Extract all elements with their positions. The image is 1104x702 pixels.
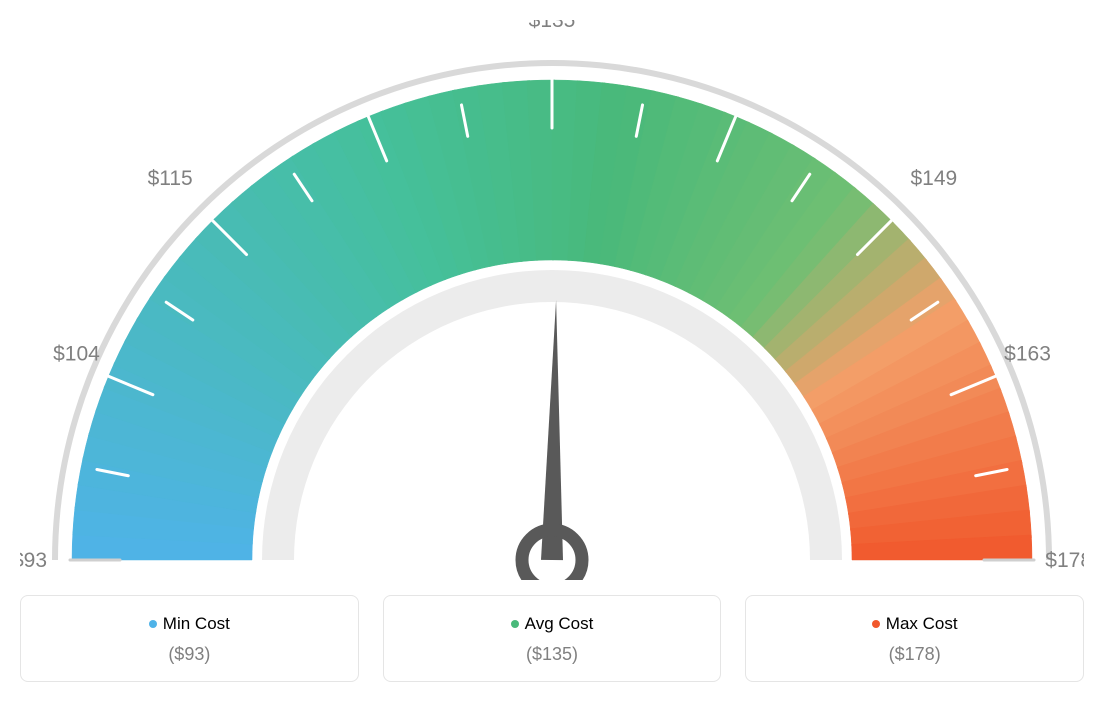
legend-value-avg: ($135) (394, 644, 711, 665)
legend-label: Max Cost (886, 614, 958, 633)
svg-text:$104: $104 (53, 342, 100, 365)
legend-card-min: Min Cost ($93) (20, 595, 359, 682)
legend-card-max: Max Cost ($178) (745, 595, 1084, 682)
gauge-chart: $93 $104 $115 $135 $149 $163 $178 (20, 20, 1084, 585)
svg-text:$178: $178 (1045, 549, 1084, 572)
legend-card-avg: Avg Cost ($135) (383, 595, 722, 682)
dot-icon (511, 620, 519, 628)
dot-icon (149, 620, 157, 628)
legend-row: Min Cost ($93) Avg Cost ($135) Max Cost … (20, 595, 1084, 682)
legend-value-min: ($93) (31, 644, 348, 665)
gauge-svg: $93 $104 $115 $135 $149 $163 $178 (20, 20, 1084, 580)
legend-title-max: Max Cost (756, 614, 1073, 634)
svg-text:$93: $93 (20, 549, 47, 572)
legend-value-max: ($178) (756, 644, 1073, 665)
svg-text:$135: $135 (529, 20, 576, 32)
legend-title-min: Min Cost (31, 614, 348, 634)
legend-label: Min Cost (163, 614, 230, 633)
legend-title-avg: Avg Cost (394, 614, 711, 634)
legend-label: Avg Cost (525, 614, 594, 633)
svg-text:$163: $163 (1004, 342, 1051, 365)
dot-icon (872, 620, 880, 628)
svg-text:$149: $149 (910, 167, 957, 190)
svg-text:$115: $115 (148, 167, 193, 190)
